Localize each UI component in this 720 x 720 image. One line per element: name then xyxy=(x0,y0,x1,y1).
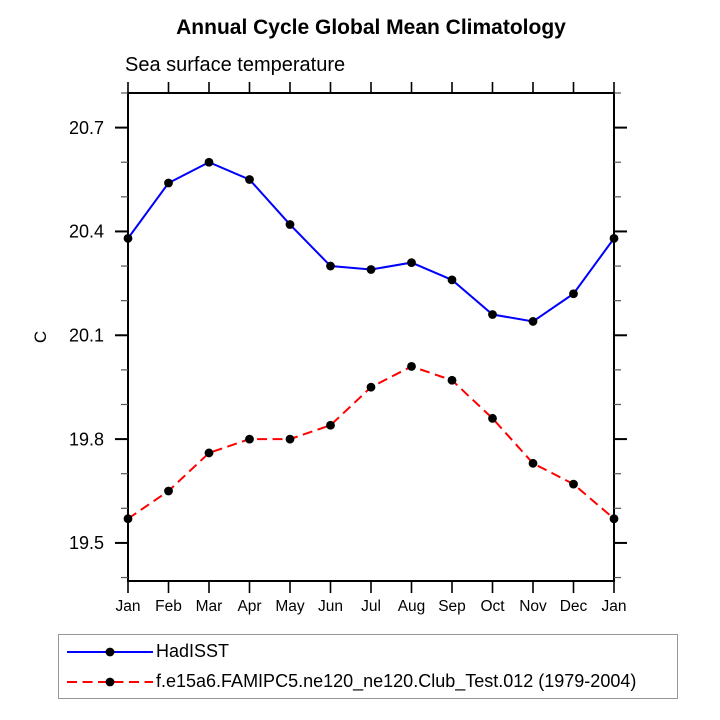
x-tick-label: Mar xyxy=(196,598,223,615)
data-point-marker xyxy=(245,434,254,444)
data-point-marker xyxy=(609,233,619,243)
plot-area: 19.5 19.8 20.1 20.4 20.7 Jan Feb Mar Apr May Jun Ju… xyxy=(31,82,627,615)
blue-solid-line-marker-icon xyxy=(67,647,153,656)
x-tick-label: Dec xyxy=(560,598,588,615)
chart-subtitle: Sea surface temperature xyxy=(125,54,346,76)
legend-item-model: f.e15a6.FAMIPC5.ne120_ne120.Club_Test.01… xyxy=(59,669,677,695)
data-point-marker xyxy=(245,175,254,184)
x-tick-label: Jun xyxy=(318,598,343,615)
data-point-marker xyxy=(447,275,457,285)
x-tick-label: Feb xyxy=(155,598,182,615)
x-tick-label: Nov xyxy=(519,598,547,615)
x-tick-label: Aug xyxy=(398,598,426,615)
series-line-hadisst xyxy=(127,161,615,323)
legend-label-model: f.e15a6.FAMIPC5.ne120_ne120.Club_Test.01… xyxy=(156,671,637,691)
data-point-marker xyxy=(164,178,173,188)
data-point-marker xyxy=(447,375,457,385)
chart-title: Annual Cycle Global Mean Climatology xyxy=(176,16,566,39)
data-point-marker xyxy=(285,434,295,444)
x-tick-label: Jul xyxy=(361,598,381,615)
data-point-marker xyxy=(204,448,214,458)
data-point-marker xyxy=(123,514,133,524)
data-point-marker xyxy=(488,310,497,319)
x-tick-label: Jan xyxy=(602,598,627,615)
x-tick-label: Apr xyxy=(237,598,261,615)
data-point-marker xyxy=(528,317,538,326)
y-tick-label: 19.5 xyxy=(69,533,104,553)
data-point-marker xyxy=(528,458,538,468)
data-point-marker xyxy=(366,382,376,392)
legend: HadISST f.e15a6.FAMIPC5.ne120_ne120.Club… xyxy=(58,634,678,699)
x-tick-label: Sep xyxy=(438,598,466,615)
x-tick-label: Oct xyxy=(480,598,505,615)
y-tick-label: 20.4 xyxy=(69,222,104,242)
data-point-marker xyxy=(164,486,173,496)
y-tick-label: 20.7 xyxy=(69,118,104,138)
y-axis-label: C xyxy=(31,331,50,343)
red-dashed-line-marker-icon xyxy=(67,677,153,686)
data-point-marker xyxy=(123,233,133,243)
data-point-marker xyxy=(407,362,416,371)
y-tick-label: 20.1 xyxy=(69,326,104,346)
x-tick-label: Jan xyxy=(116,598,141,615)
legend-item-hadisst: HadISST xyxy=(59,639,677,665)
data-point-marker xyxy=(285,220,295,229)
data-point-marker xyxy=(407,258,416,267)
x-tick-label: May xyxy=(275,598,305,615)
data-point-marker xyxy=(569,289,578,299)
data-point-marker xyxy=(569,479,578,489)
data-point-marker xyxy=(366,265,376,274)
y-tick-label: 19.8 xyxy=(69,429,104,449)
data-point-marker xyxy=(204,157,214,167)
data-point-marker xyxy=(609,514,619,524)
data-point-marker xyxy=(326,420,335,430)
legend-label-hadisst: HadISST xyxy=(156,641,230,661)
data-point-marker xyxy=(326,261,335,271)
data-point-marker xyxy=(488,413,497,423)
